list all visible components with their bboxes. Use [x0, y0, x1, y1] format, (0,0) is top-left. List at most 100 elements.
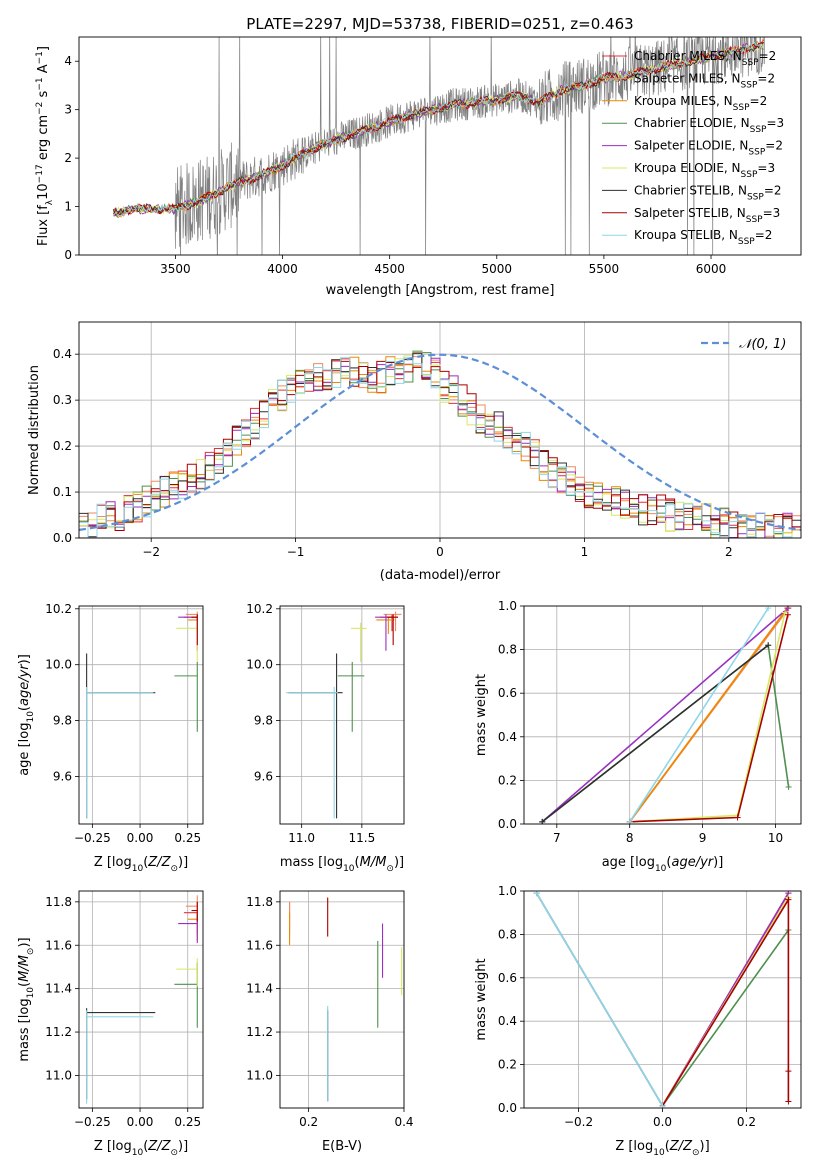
mass-weight-marker: [784, 611, 791, 618]
spectrum-legend: Chabrier MILES, NSSP=2 Salpeter MILES, NS…: [602, 49, 784, 247]
x-tick-label: 0.25: [174, 1115, 201, 1129]
y-tick-label: 0.2: [498, 1058, 517, 1072]
y-axis-label: Normed distribution: [27, 365, 42, 495]
x-tick-label: 7: [553, 831, 561, 845]
legend-entry-label: Salpeter MILES, NSSP=2: [634, 71, 775, 90]
y-tick-label: 0.6: [498, 971, 517, 985]
y-tick-label: 0.2: [53, 439, 72, 453]
axes-frame: [523, 605, 802, 825]
axes-residuals: −2 −1 0 1 2 0.0 0.1 0.2 0.3 0.4 𝒩(0, 1) (data-model…: [27, 321, 802, 583]
legend-entry-label: Kroupa MILES, NSSP=2: [634, 94, 767, 113]
x-axis-label: Z [log10(Z/Z⊙)]: [94, 1139, 188, 1158]
y-tick-label: 0.1: [53, 485, 72, 499]
plot-area-residuals: [79, 350, 801, 538]
plot-area-mass_vs_ebv: [288, 897, 403, 1102]
residual-histogram: [79, 352, 801, 538]
y-tick-label: 0.8: [498, 927, 517, 941]
axes-frame: [78, 890, 204, 1109]
model-spectrum-line: [112, 42, 764, 215]
x-tick-label: 2: [725, 545, 733, 559]
axes-age_vs_mass: 11.0 11.5 9.6 9.8 10.0 10.2 mass [log10(M/M⊙)]: [246, 602, 405, 874]
x-tick-label: 0.2: [299, 1115, 318, 1129]
legend-entry-label: Kroupa ELODIE, NSSP=3: [634, 161, 775, 180]
figure-title: PLATE=2297, MJD=53738, FIBERID=0251, z=0…: [246, 15, 633, 33]
plot-area-age_vs_Z: [86, 611, 198, 819]
x-tick-label: 3500: [160, 262, 191, 276]
y-tick-label: 2: [64, 151, 72, 165]
x-tick-label: 1: [581, 545, 589, 559]
x-tick-label: 4500: [374, 262, 405, 276]
x-axis-label: E(B-V): [322, 1139, 362, 1154]
x-axis-label: mass [log10(M/M⊙)]: [280, 855, 404, 874]
mass-weight-line: [541, 643, 790, 823]
y-axis-label: mass [log10(M/M⊙)]: [17, 937, 36, 1061]
y-tick-label: 11.8: [246, 895, 273, 909]
y-tick-label: 9.8: [254, 714, 273, 728]
x-tick-label: −1: [287, 545, 305, 559]
x-axis-label: (data-model)/error: [380, 568, 501, 583]
y-tick-label: 10.0: [246, 658, 273, 672]
legend-entry-label: 𝒩(0, 1): [739, 337, 786, 352]
y-axis-label: mass weight: [474, 674, 489, 756]
y-axis-label: mass weight: [474, 958, 489, 1040]
model-spectrum-line: [113, 41, 764, 217]
x-tick-label: 5000: [482, 262, 513, 276]
mass-weight-marker: [785, 1098, 792, 1105]
axes-age_vs_Z: −0.25 0.00 0.25 9.6 9.8 10.0 10.2 Z [log10(Z/Z⊙…: [17, 602, 204, 874]
x-tick-label: 4000: [267, 262, 298, 276]
legend-entry-label: Chabrier STELIB, NSSP=2: [634, 183, 782, 202]
y-tick-label: 11.0: [246, 1068, 273, 1082]
mass-weight-marker: [765, 642, 772, 649]
y-tick-label: 0.0: [498, 817, 517, 831]
x-tick-label: 0.0: [653, 1115, 672, 1129]
mass-weight-marker: [785, 1068, 792, 1075]
y-tick-label: 11.8: [45, 895, 72, 909]
y-axis-label: Flux [fλ10−17 erg cm−2 s−1 A−1]: [35, 46, 55, 246]
plot-area-mass_weight_vs_age: [539, 606, 792, 824]
axes-mass_weight_vs_age: 7 8 9 10 0.0 0.2 0.4 0.6 0.8 1.0 age [log10(age/yr…: [474, 599, 802, 874]
x-tick-label: 0.2: [737, 1115, 756, 1129]
y-tick-label: 0.4: [498, 1014, 517, 1028]
y-tick-label: 0.8: [498, 643, 517, 657]
mass-weight-marker: [734, 814, 741, 821]
y-tick-label: 9.6: [53, 769, 72, 783]
x-tick-label: −0.25: [74, 831, 111, 845]
y-tick-label: 0.3: [53, 393, 72, 407]
mass-weight-line: [661, 929, 790, 1107]
y-tick-label: 0: [64, 248, 72, 262]
y-tick-label: 1: [64, 200, 72, 214]
mass-weight-line: [535, 892, 664, 1107]
plot-area-spectrum: [112, 37, 765, 255]
mass-weight-marker: [785, 783, 792, 790]
y-tick-label: 11.4: [246, 982, 273, 996]
x-tick-label: 0.00: [127, 1115, 154, 1129]
axes-mass_vs_Z: −0.25 0.00 0.25 11.0 11.2 11.4 11.6 11.8 Z [log1…: [17, 890, 204, 1158]
x-tick-label: 8: [626, 831, 634, 845]
mass-weight-line: [629, 607, 788, 823]
y-tick-label: 1.0: [498, 599, 517, 613]
x-axis-label: Z [log10(Z/Z⊙)]: [615, 1139, 709, 1158]
axes-frame: [78, 321, 802, 539]
axes-frame: [523, 890, 802, 1109]
axes-frame: [78, 36, 802, 256]
mass-weight-line: [541, 644, 769, 823]
y-tick-label: 9.8: [53, 714, 72, 728]
legend-entry-label: Kroupa STELIB, NSSP=2: [634, 228, 772, 247]
legend-entry-label: Chabrier MILES, NSSP=2: [634, 49, 776, 68]
axes-mass_vs_ebv: 0.2 0.4 11.0 11.2 11.4 11.6 11.8 E(B-V): [246, 890, 414, 1154]
y-tick-label: 11.0: [45, 1068, 72, 1082]
y-tick-label: 0.6: [498, 686, 517, 700]
plot-area-age_vs_mass: [286, 611, 402, 819]
x-axis-label: Z [log10(Z/Z⊙)]: [94, 855, 188, 874]
y-tick-label: 11.2: [246, 1025, 273, 1039]
legend-entry-label: Chabrier ELODIE, NSSP=3: [634, 116, 784, 135]
x-tick-label: 0.00: [127, 831, 154, 845]
x-tick-label: 0.4: [394, 1115, 413, 1129]
axes-spectrum: 3500 4000 4500 5000 5500 6000 0 1 2 3 4 Chabrier MI…: [35, 36, 802, 298]
x-tick-label: 9: [699, 831, 707, 845]
x-tick-label: −2: [142, 545, 160, 559]
mass-weight-line: [541, 607, 789, 823]
y-tick-label: 10.2: [246, 602, 273, 616]
x-axis-label: age [log10(age/yr)]: [602, 855, 724, 874]
